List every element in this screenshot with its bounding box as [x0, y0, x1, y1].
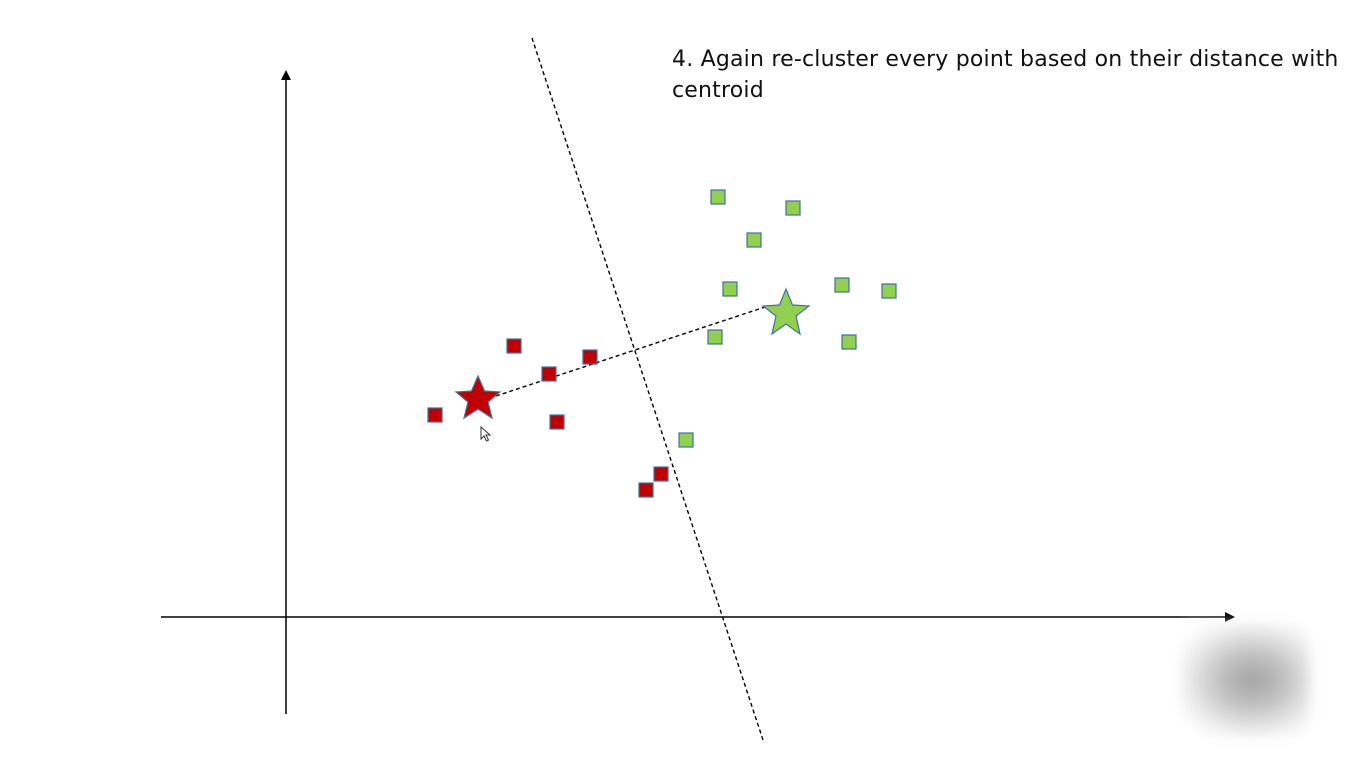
slide-title: 4. Again re-cluster every point based on…: [672, 47, 1339, 103]
green-point: [710, 189, 726, 205]
red-centroid-star: [454, 374, 502, 420]
green-point: [707, 329, 723, 345]
centroid-connector-line: [495, 305, 769, 397]
green-point: [722, 281, 738, 297]
watermark-logo: [1182, 624, 1310, 736]
red-point: [427, 407, 443, 423]
red-point: [653, 466, 669, 482]
red-cluster: [427, 338, 669, 498]
green-point: [785, 200, 801, 216]
red-point: [638, 482, 654, 498]
green-point: [746, 232, 762, 248]
mouse-pointer-icon: [480, 426, 492, 442]
green-cluster: [678, 189, 897, 448]
red-point: [582, 349, 598, 365]
green-point: [881, 283, 897, 299]
green-point: [841, 334, 857, 350]
green-point: [678, 432, 694, 448]
red-point: [549, 414, 565, 430]
red-point: [541, 366, 557, 382]
green-centroid-star: [761, 287, 811, 336]
red-point: [506, 338, 522, 354]
green-point: [834, 277, 850, 293]
cluster-boundary-line: [531, 37, 765, 744]
